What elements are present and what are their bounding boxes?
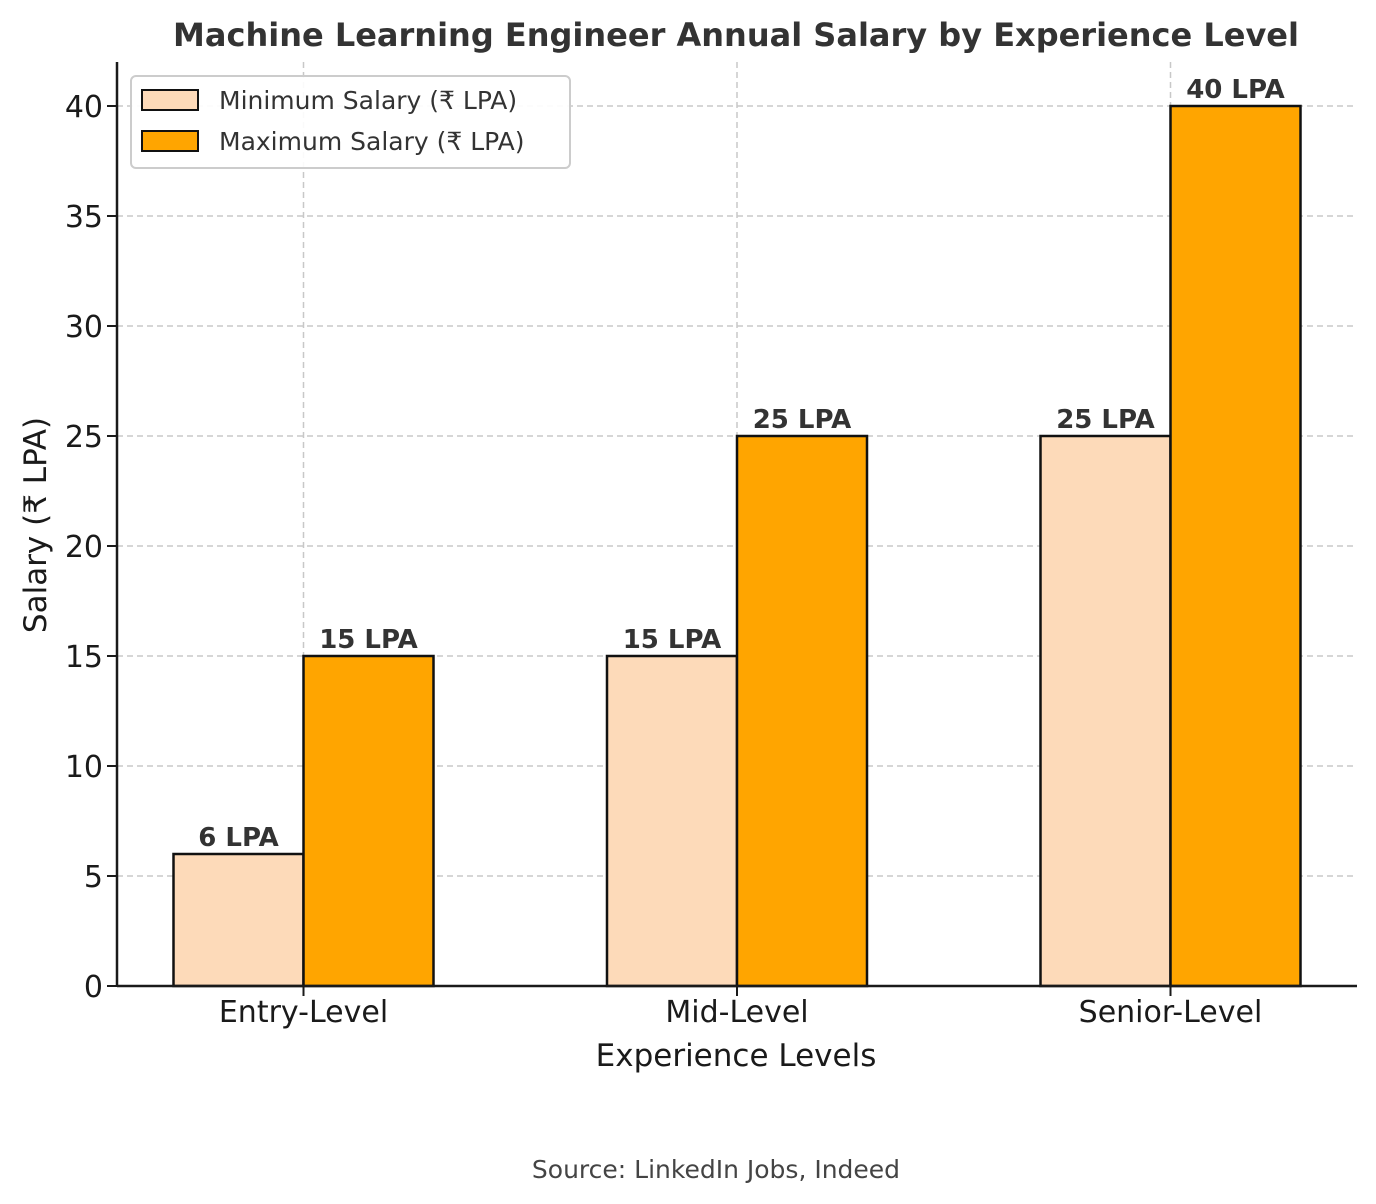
y-tick-label: 35 [65, 200, 103, 235]
bar-minimum-salary [605, 654, 739, 988]
y-tick-label: 5 [84, 860, 103, 895]
legend-swatch [141, 130, 199, 152]
y-tick-label: 40 [65, 90, 103, 125]
bar-minimum-salary [172, 852, 305, 988]
bar-maximum-salary [1169, 104, 1302, 988]
y-axis-label: Salary (₹ LPA) [18, 417, 54, 633]
legend-label: Minimum Salary (₹ LPA) [219, 86, 517, 115]
bars [172, 104, 1302, 988]
bar-maximum-salary [735, 434, 869, 988]
legend: Minimum Salary (₹ LPA) Maximum Salary (₹ … [130, 75, 571, 169]
x-tick-label: Senior-Level [1079, 995, 1263, 1030]
legend-label: Maximum Salary (₹ LPA) [219, 127, 524, 156]
bar-value-label: 25 LPA [1056, 405, 1155, 435]
x-tick-label: Entry-Level [219, 995, 388, 1030]
x-tick-label: Mid-Level [665, 995, 808, 1030]
x-axis-label: Experience Levels [596, 1038, 877, 1074]
chart-title: Machine Learning Engineer Annual Salary … [173, 16, 1299, 54]
bar-value-labels: 6 LPA 15 LPA 25 LPA 15 LPA 25 LPA 40 LPA [198, 75, 1285, 853]
y-tick-label: 20 [65, 530, 103, 565]
source-note: Source: LinkedIn Jobs, Indeed [532, 1155, 900, 1184]
bar-value-label: 15 LPA [623, 625, 722, 655]
bar-value-label: 40 LPA [1186, 75, 1285, 105]
bar-value-label: 15 LPA [319, 625, 418, 655]
bar-value-label: 25 LPA [753, 405, 852, 435]
bar-maximum-salary [302, 654, 435, 988]
axes: 0 5 10 15 20 25 30 35 40 Entry-Level Mid-Level Seni… [65, 62, 1357, 1030]
y-tick-label: 0 [84, 970, 103, 1005]
bar-minimum-salary [1039, 434, 1172, 988]
y-tick-label: 25 [65, 420, 103, 455]
legend-box [130, 75, 571, 169]
y-tick-label: 15 [65, 640, 103, 675]
y-tick-label: 30 [65, 310, 103, 345]
legend-swatch [141, 89, 199, 111]
y-tick-label: 10 [65, 750, 103, 785]
bar-value-label: 6 LPA [198, 823, 279, 853]
